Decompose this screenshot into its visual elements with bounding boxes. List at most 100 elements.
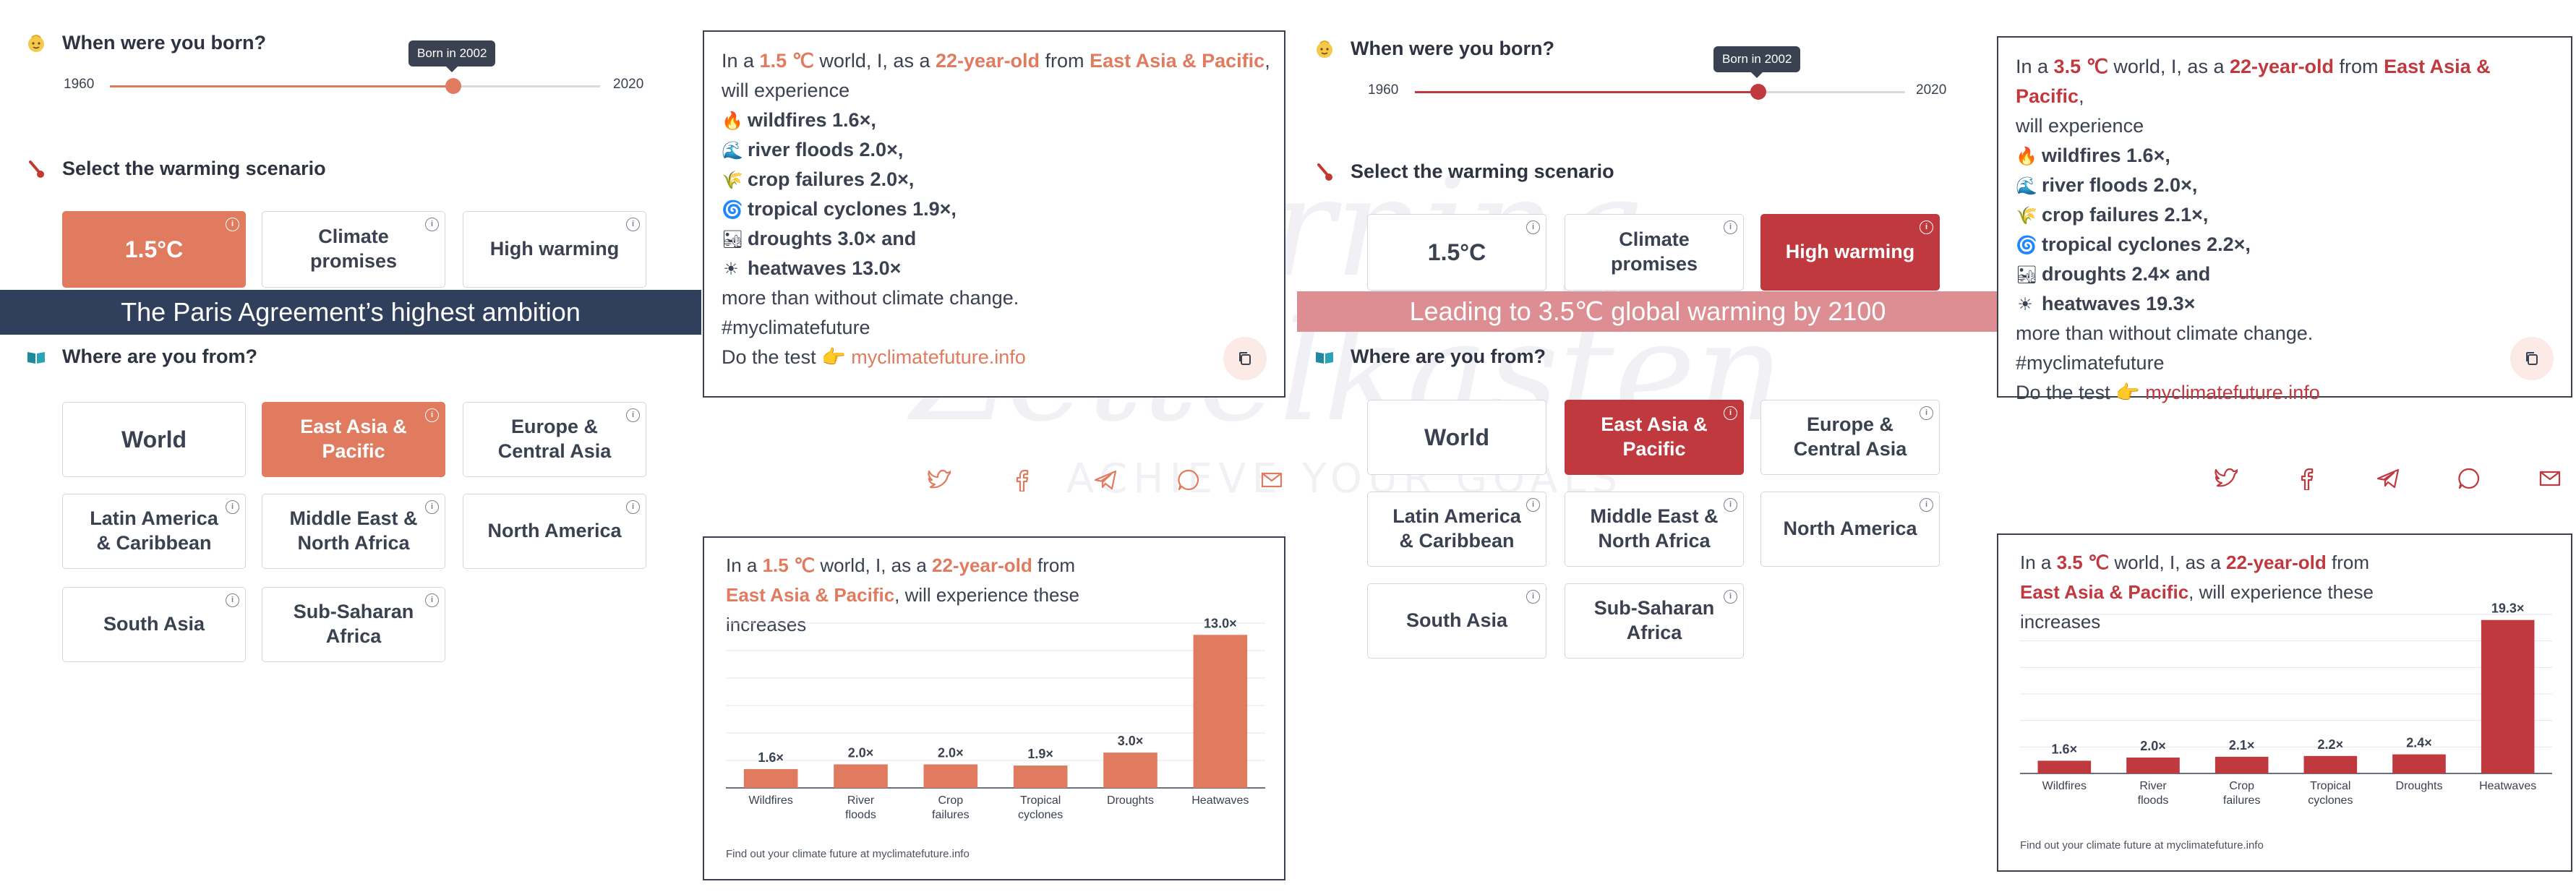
region-option-label: Europe & Central Asia xyxy=(497,416,612,462)
drought-icon: 🏜 xyxy=(722,229,744,249)
cta-link[interactable]: myclimatefuture.info xyxy=(851,346,1026,368)
category-label: Crop xyxy=(2229,780,2254,792)
region-option-7[interactable]: South Asia i xyxy=(1367,583,1546,659)
region-option-label: Middle East & North Africa xyxy=(1590,505,1719,552)
bar-value-label: 19.3× xyxy=(2491,601,2525,616)
info-icon[interactable]: i xyxy=(425,593,439,607)
facebook-icon[interactable] xyxy=(2295,467,2319,492)
slider-fill xyxy=(1415,91,1758,93)
drought-icon: 🏜 xyxy=(2016,265,2038,285)
copy-button[interactable] xyxy=(1223,337,1267,380)
scenario-option-2[interactable]: Climate promises i xyxy=(1565,214,1744,291)
share-text: In a 3.5 ℃ world, I, as a 22-year-old fr… xyxy=(2016,52,2559,408)
category-label: floods xyxy=(845,809,876,821)
info-icon[interactable]: i xyxy=(626,218,640,231)
info-icon[interactable]: i xyxy=(226,593,239,607)
chart-heading: In a 1.5 ℃ world, I, as a 22-year-old fr… xyxy=(726,551,1131,640)
region-option-3[interactable]: Europe & Central Asia i xyxy=(1760,400,1940,475)
scenario-option-1[interactable]: 1.5°C i xyxy=(62,211,246,288)
bar xyxy=(2392,754,2446,773)
mail-icon[interactable] xyxy=(1260,468,1283,492)
mail-icon[interactable] xyxy=(2538,467,2562,490)
region-option-label: East Asia & Pacific xyxy=(1601,413,1708,460)
info-icon[interactable]: i xyxy=(626,408,640,422)
region-option-4[interactable]: Latin America & Caribbean i xyxy=(1367,492,1546,567)
info-icon[interactable]: i xyxy=(425,218,439,231)
head-c: from xyxy=(1032,554,1075,576)
impact-text: crop failures 2.0×, xyxy=(748,168,915,190)
category-label: Heatwaves xyxy=(2479,780,2536,792)
slider-fill xyxy=(110,85,453,87)
scenario-option-3[interactable]: High warming i xyxy=(463,211,646,288)
info-icon[interactable]: i xyxy=(226,218,239,231)
telegram-icon[interactable] xyxy=(1094,468,1117,492)
scenario-description-banner: Leading to 3.5℃ global warming by 2100 xyxy=(1297,291,1998,332)
info-icon[interactable]: i xyxy=(1526,590,1540,604)
info-icon[interactable]: i xyxy=(1724,406,1737,420)
wave-icon: 🌊 xyxy=(722,140,743,160)
impact-item: 🌀 tropical cyclones 2.2×, xyxy=(2016,230,2559,260)
region-option-8[interactable]: Sub-Saharan Africa i xyxy=(262,587,445,662)
info-icon[interactable]: i xyxy=(1724,498,1737,512)
copy-icon xyxy=(2526,352,2538,365)
info-icon[interactable]: i xyxy=(1526,220,1540,234)
bar-value-label: 1.6× xyxy=(2052,742,2078,756)
region-option-5[interactable]: Middle East & North Africa i xyxy=(1565,492,1744,567)
head-d: , will experience these xyxy=(2188,581,2374,603)
twitter-icon[interactable] xyxy=(928,468,952,492)
info-icon[interactable]: i xyxy=(1526,498,1540,512)
impact-text: tropical cyclones 1.9×, xyxy=(748,198,957,220)
info-icon[interactable]: i xyxy=(626,500,640,514)
slider-max-label: 2020 xyxy=(613,77,644,92)
whatsapp-icon[interactable] xyxy=(2457,467,2481,490)
category-label: Crop xyxy=(938,794,963,807)
region-option-3[interactable]: Europe & Central Asia i xyxy=(463,402,646,477)
born-title: When were you born? xyxy=(62,32,267,53)
info-icon[interactable]: i xyxy=(226,500,239,514)
bar-value-label: 2.1× xyxy=(2229,738,2255,752)
impact-item: ☀ heatwaves 13.0× xyxy=(722,254,1272,283)
scenario-title: Select the warming scenario xyxy=(62,158,326,179)
whatsapp-icon[interactable] xyxy=(1177,468,1200,492)
impact-item: 🔥 wildfires 1.6×, xyxy=(722,106,1272,135)
impact-item: 🔥 wildfires 1.6×, xyxy=(2016,141,2559,171)
twitter-icon[interactable] xyxy=(2215,467,2239,490)
category-label: River xyxy=(847,794,875,807)
birth-year-slider[interactable] xyxy=(1415,84,1905,100)
slider-thumb[interactable] xyxy=(1750,84,1766,100)
impact-item: 🏜 droughts 2.4× and xyxy=(2016,260,2559,289)
slider-min-label: 1960 xyxy=(64,77,95,92)
cta-link[interactable]: myclimatefuture.info xyxy=(2145,382,2320,403)
info-icon[interactable]: i xyxy=(1920,406,1933,420)
info-icon[interactable]: i xyxy=(1724,590,1737,604)
region-option-2[interactable]: East Asia & Pacific i xyxy=(262,402,445,477)
info-icon[interactable]: i xyxy=(1920,220,1933,234)
scenario-option-2[interactable]: Climate promises i xyxy=(262,211,445,288)
copy-button[interactable] xyxy=(2510,337,2554,380)
scenario-option-1[interactable]: 1.5°C i xyxy=(1367,214,1546,291)
info-icon[interactable]: i xyxy=(1724,220,1737,234)
bar-value-label: 2.0× xyxy=(2140,739,2166,753)
region-option-label: Sub-Saharan Africa xyxy=(293,601,414,647)
info-icon[interactable]: i xyxy=(1920,498,1933,512)
region-option-8[interactable]: Sub-Saharan Africa i xyxy=(1565,583,1744,659)
scenario-option-3[interactable]: High warming i xyxy=(1760,214,1940,291)
region-option-5[interactable]: Middle East & North Africa i xyxy=(262,494,445,569)
info-icon[interactable]: i xyxy=(425,500,439,514)
cta-text: Do the test 👉 xyxy=(722,346,852,368)
region-option-6[interactable]: North America i xyxy=(463,494,646,569)
region-option-4[interactable]: Latin America & Caribbean i xyxy=(62,494,246,569)
impact-item: 🏜 droughts 3.0× and xyxy=(722,224,1272,254)
region-option-2[interactable]: East Asia & Pacific i xyxy=(1565,400,1744,475)
region-option-6[interactable]: North America i xyxy=(1760,492,1940,567)
info-icon[interactable]: i xyxy=(425,408,439,422)
impact-item: ☀ heatwaves 19.3× xyxy=(2016,289,2559,319)
facebook-icon[interactable] xyxy=(1011,468,1034,493)
region-option-1[interactable]: World xyxy=(62,402,246,477)
region-option-7[interactable]: South Asia i xyxy=(62,587,246,662)
region-option-1[interactable]: World xyxy=(1367,400,1546,475)
thermometer-icon xyxy=(1314,162,1335,182)
birth-year-slider[interactable] xyxy=(110,78,600,94)
slider-thumb[interactable] xyxy=(445,78,461,94)
telegram-icon[interactable] xyxy=(2376,467,2400,490)
